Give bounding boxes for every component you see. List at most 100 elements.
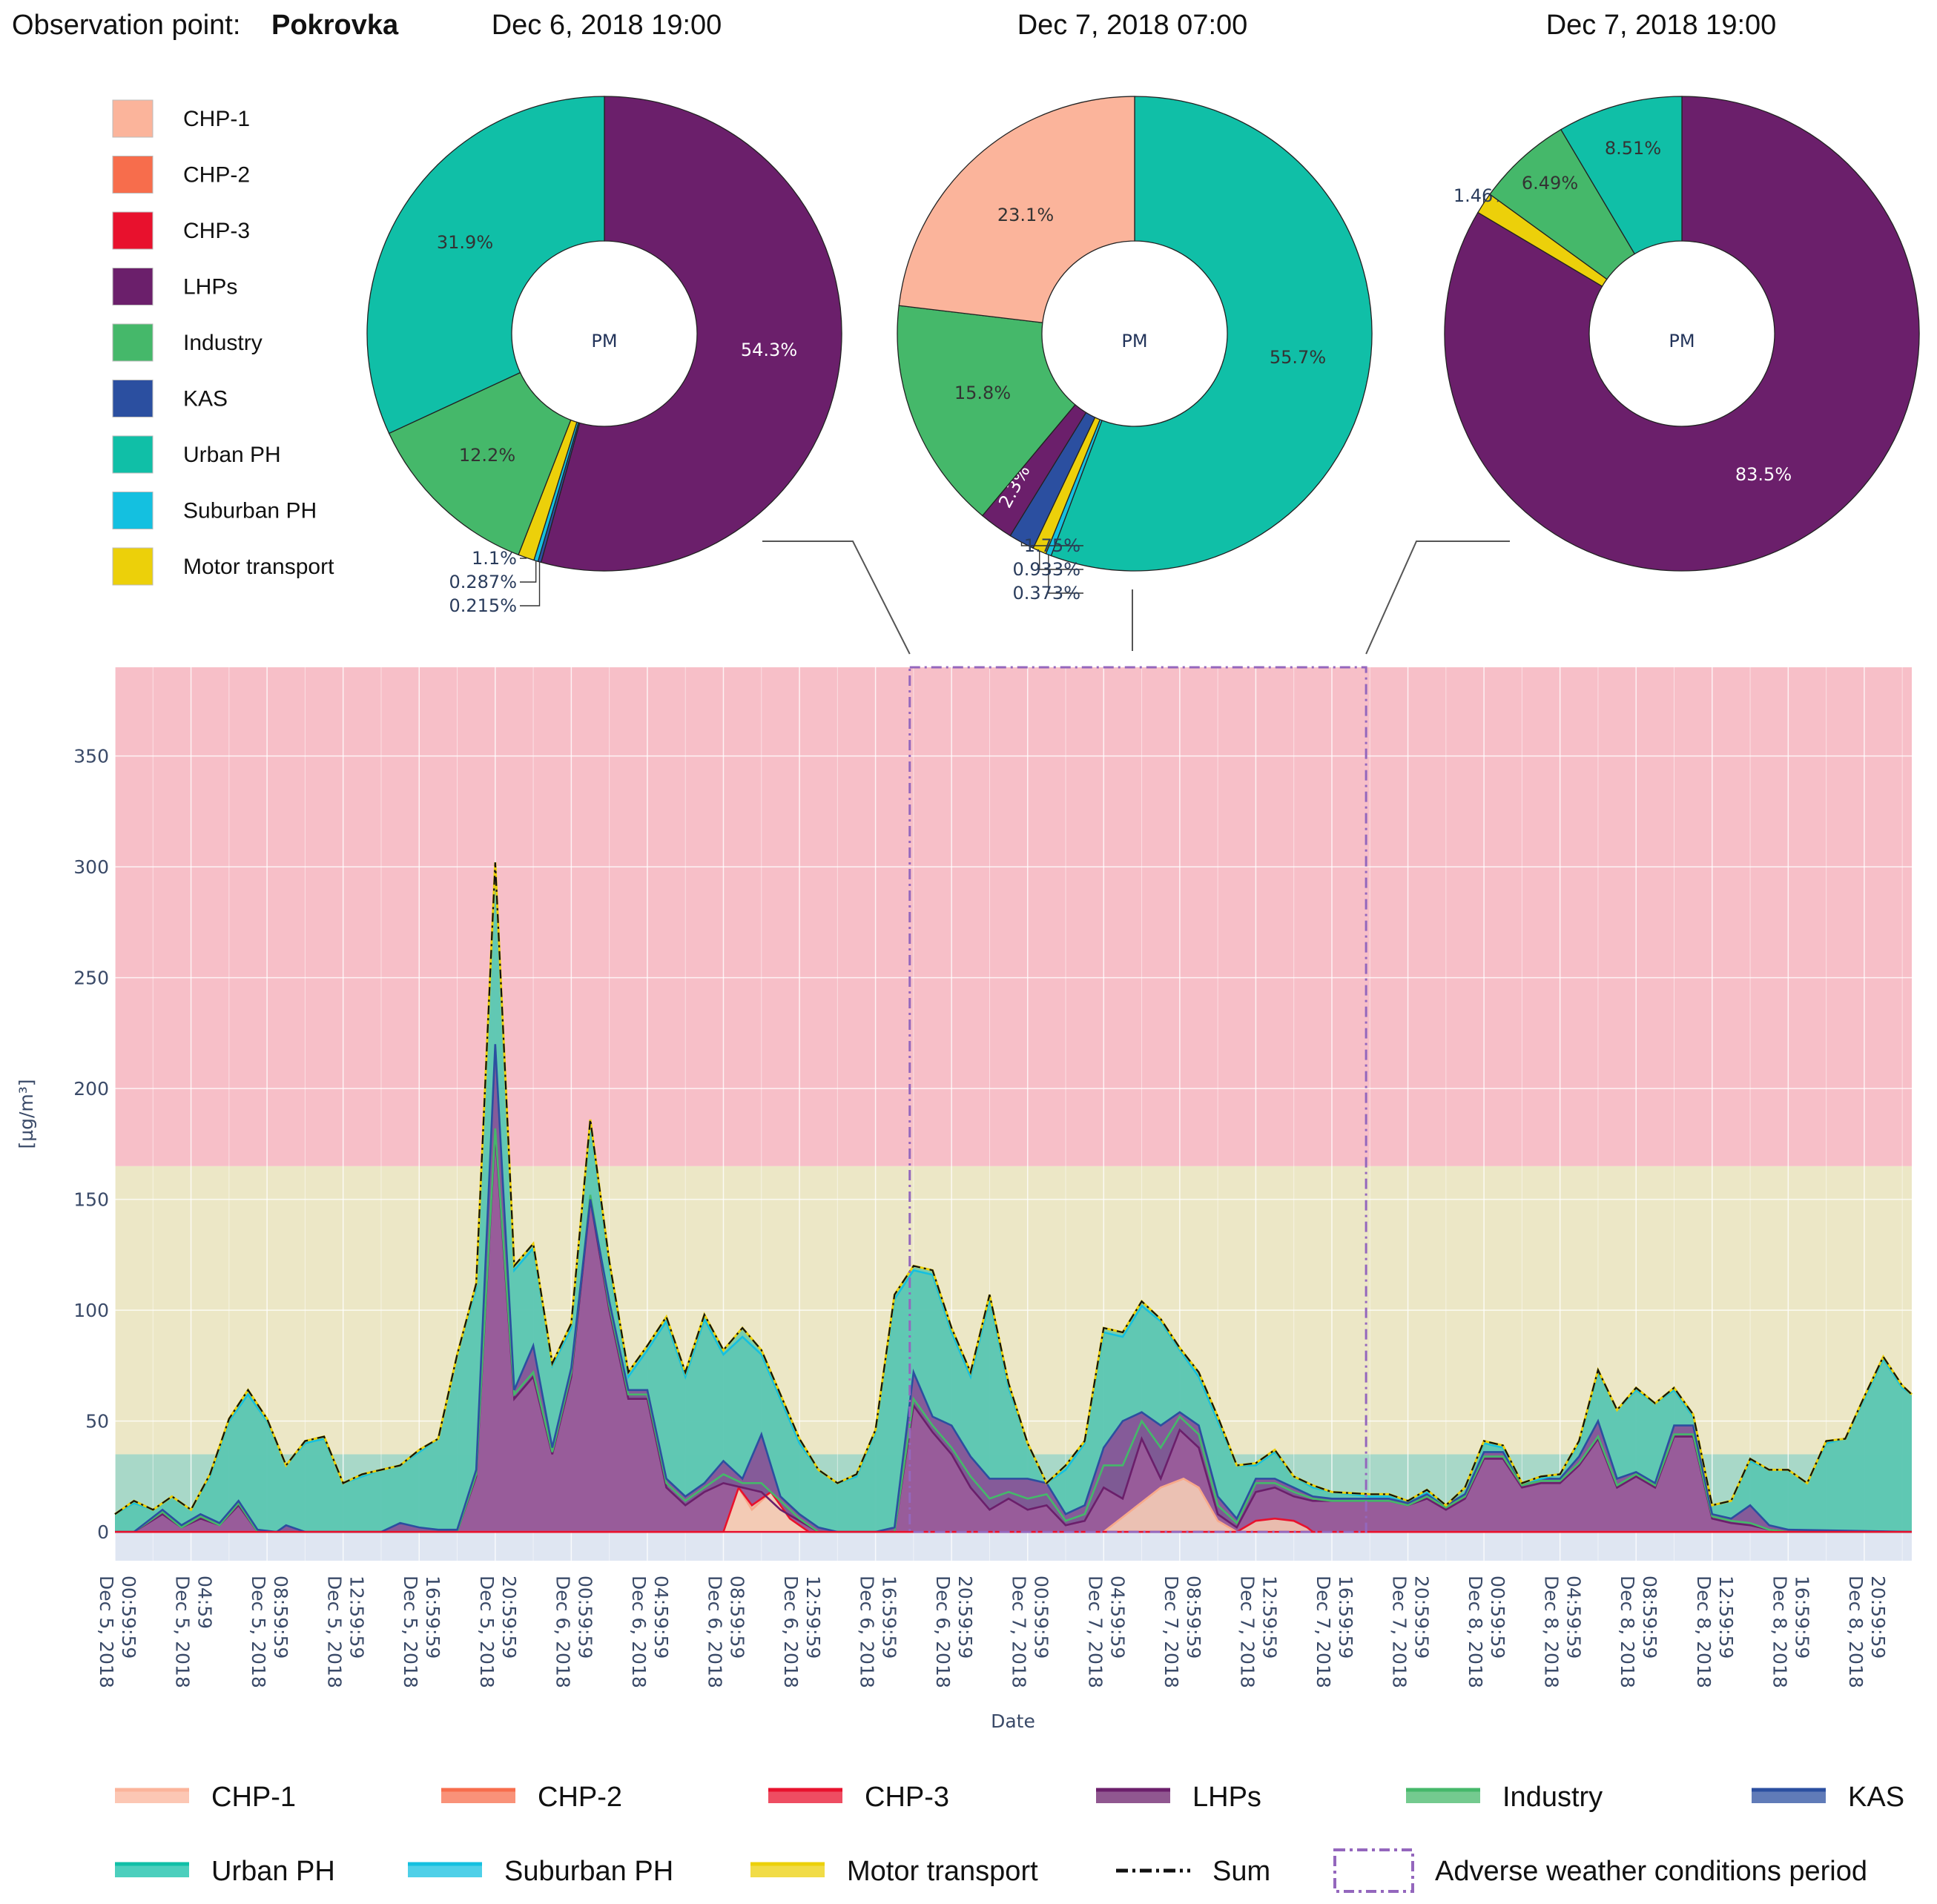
- x-tick-date: Dec 8, 2018: [1845, 1576, 1867, 1688]
- line-sum: [114, 862, 1913, 1515]
- legend-label-industry: Industry: [1502, 1782, 1603, 1813]
- observation-point: Pokrovka: [271, 10, 399, 41]
- pie-label-urban-ph: 8.51%: [1605, 138, 1661, 159]
- legend-label-lhps: LHPs: [1192, 1782, 1261, 1813]
- legend-label-motor-transport: Motor transport: [183, 555, 334, 579]
- background-zone-high: [115, 667, 1912, 1166]
- pie-chart-2: Dec 7, 2018 07:00 55.7% 0.373% 0.933% 1.75% 2…: [897, 10, 1373, 604]
- pie-label-industry: 12.2%: [459, 445, 515, 466]
- y-tick-label: 150: [73, 1189, 109, 1211]
- pie-slice-urban-ph: [1560, 96, 1683, 255]
- x-tick-date: Dec 8, 2018: [1693, 1576, 1715, 1688]
- x-tick-time: 20:59:59: [1411, 1576, 1433, 1659]
- y-tick-label: 100: [73, 1300, 109, 1321]
- legend-item-lhps: LHPs: [1096, 1782, 1261, 1813]
- legend-label-chp-3: CHP-3: [183, 219, 250, 243]
- y-tick-label: 300: [73, 856, 109, 878]
- legend-label-chp-3: CHP-3: [865, 1782, 949, 1813]
- pie-slice-lhps: [540, 96, 842, 572]
- legend-item-motor-transport: Motor transport: [750, 1856, 1038, 1887]
- pie-label-lhps: 83.5%: [1735, 464, 1792, 485]
- x-tick-time: 16:59:59: [422, 1576, 443, 1659]
- y-tick-label: 50: [85, 1411, 109, 1432]
- x-tick-date: Dec 6, 2018: [552, 1576, 573, 1688]
- line-industry: [115, 1128, 1912, 1533]
- pie-label-urban-ph: 31.9%: [437, 232, 493, 253]
- connector-line: [762, 541, 911, 655]
- legend-label-suburban-ph: Suburban PH: [504, 1856, 673, 1887]
- connector-line: [1365, 541, 1510, 655]
- legend-label-lhps: LHPs: [183, 275, 237, 300]
- pie-legend: CHP-1 CHP-2 CHP-3 LHPs Industry KAS Urban PH Su…: [112, 99, 334, 586]
- legend-swatch-motor-transport: [750, 1864, 825, 1877]
- y-axis: 0 50 100 150 200 250 300 350 [µg/m³]: [16, 746, 109, 1544]
- x-tick-time: 20:59:59: [1867, 1576, 1889, 1659]
- x-tick-time: 08:59:59: [726, 1576, 748, 1659]
- legend-swatch-chp-2: [112, 156, 154, 194]
- legend-label-chp-2: CHP-2: [183, 163, 250, 188]
- legend-swatch-suburban-ph: [408, 1864, 482, 1877]
- pie-label-suburban-ph: 0.373%: [1012, 583, 1080, 604]
- legend-label-motor-transport: Motor transport: [847, 1856, 1038, 1887]
- legend-item-sum: Sum: [1116, 1856, 1270, 1887]
- legend-swatch-urban-ph: [115, 1864, 189, 1877]
- legend-swatch-kas: [1752, 1790, 1826, 1803]
- pie-label-lhps: 54.3%: [741, 340, 797, 360]
- legend-item-urban-ph: Urban PH: [115, 1856, 335, 1887]
- pie-title: Dec 6, 2018 19:00: [492, 10, 722, 41]
- x-tick-date: Dec 7, 2018: [1161, 1576, 1182, 1688]
- x-tick-time: 20:59:59: [954, 1576, 976, 1659]
- legend-swatch-chp-3: [768, 1790, 842, 1803]
- legend-label-chp-1: CHP-1: [211, 1782, 296, 1813]
- area-suburban-ph: [115, 867, 1912, 1533]
- x-tick-date: Dec 7, 2018: [1389, 1576, 1410, 1688]
- x-tick-date: Dec 7, 2018: [1084, 1576, 1106, 1688]
- x-tick-date: Dec 5, 2018: [96, 1576, 117, 1688]
- x-tick-date: Dec 7, 2018: [1313, 1576, 1334, 1688]
- pie-leader-line: [520, 561, 537, 583]
- legend-swatch-lhps: [112, 268, 154, 305]
- pie-connectors: [762, 541, 1510, 655]
- legend-label-adverse-weather-conditions-period: Adverse weather conditions period: [1435, 1856, 1867, 1887]
- pie-label-kas: 0.215%: [449, 595, 517, 616]
- x-tick-date: Dec 8, 2018: [1769, 1576, 1790, 1688]
- legend-item-kas: KAS: [1752, 1782, 1904, 1813]
- pie-label-industry: 6.49%: [1522, 173, 1578, 194]
- y-tick-label: 0: [97, 1521, 109, 1543]
- pie-chart-1: Dec 6, 2018 19:0054.3%0.215%0.287%1.1%12…: [366, 10, 842, 616]
- legend-label-kas: KAS: [1848, 1782, 1904, 1813]
- pie-label-kas: 1.75%: [1024, 535, 1080, 556]
- legend-item-industry: Industry: [1406, 1782, 1603, 1813]
- pie-leader-line: [1039, 551, 1083, 570]
- x-tick-date: Dec 6, 2018: [780, 1576, 802, 1688]
- pie-leader-line: [1048, 555, 1083, 594]
- x-tick-date: Dec 5, 2018: [324, 1576, 346, 1688]
- pie-slice-chp-1: [898, 96, 1135, 323]
- legend-label-chp-2: CHP-2: [538, 1782, 622, 1813]
- background-zone-base: [115, 1532, 1912, 1561]
- x-tick-time: 08:59:59: [270, 1576, 291, 1659]
- x-tick-date: Dec 7, 2018: [1009, 1576, 1030, 1688]
- x-tick-date: Dec 6, 2018: [628, 1576, 650, 1688]
- y-tick-label: 250: [73, 968, 109, 989]
- pie-label-chp-1: 23.1%: [997, 205, 1054, 225]
- pie-center-label: PM: [1669, 331, 1695, 351]
- x-tick-date: Dec 5, 2018: [400, 1576, 421, 1688]
- x-tick-date: Dec 7, 2018: [1236, 1576, 1258, 1688]
- area-chart: 050100150200250300350[µg/m³]00:59:59Dec …: [16, 541, 1913, 1732]
- x-tick-time: 12:59:59: [1258, 1576, 1280, 1659]
- x-tick-time: 00:59:59: [1487, 1576, 1508, 1659]
- legend-swatch-industry: [112, 323, 154, 362]
- x-tick-time: 04:59:59: [1563, 1576, 1585, 1659]
- area-lhps: [115, 1132, 1912, 1533]
- x-tick-time: 04:59:59: [1106, 1576, 1128, 1659]
- legend-item-suburban-ph: Suburban PH: [408, 1856, 673, 1887]
- legend-item-chp-1: CHP-1: [115, 1782, 296, 1813]
- legend-swatch-chp-1: [112, 99, 154, 138]
- x-tick-time: 12:59:59: [346, 1576, 368, 1659]
- x-tick-date: Dec 5, 2018: [248, 1576, 269, 1688]
- pie-label-urban-ph: 55.7%: [1270, 347, 1326, 368]
- observation-label: Observation point:: [12, 10, 240, 41]
- pie-leader-line: [520, 561, 541, 606]
